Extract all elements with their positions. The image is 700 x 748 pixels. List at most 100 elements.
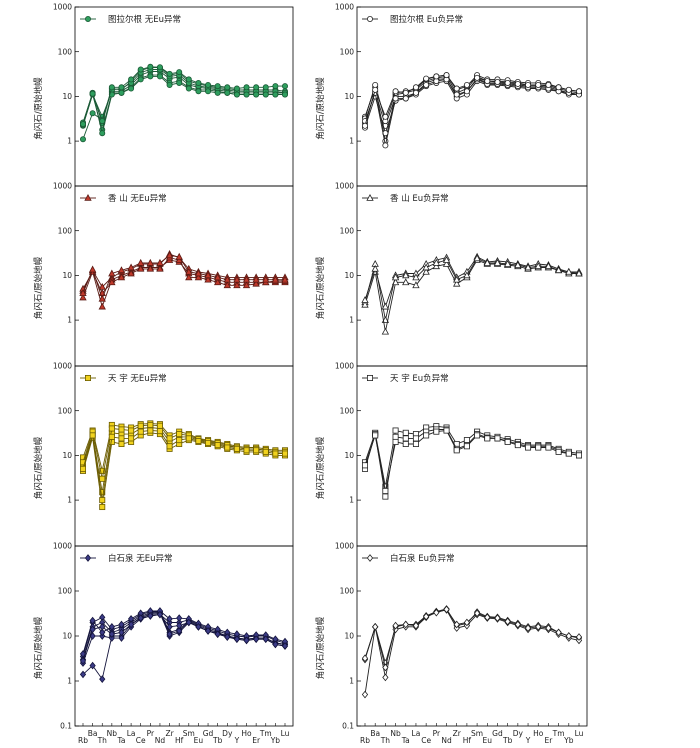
data-point — [147, 63, 154, 70]
legend-marker — [84, 554, 92, 562]
data-point — [127, 620, 135, 629]
series-line — [364, 75, 580, 142]
data-point — [176, 69, 183, 76]
panel-frame — [356, 6, 588, 187]
data-point — [525, 444, 532, 451]
data-point — [80, 465, 87, 472]
data-point — [137, 66, 144, 73]
data-point — [402, 620, 409, 629]
data-point — [127, 269, 135, 277]
data-point — [433, 73, 440, 80]
series-line — [82, 71, 285, 126]
data-point — [534, 262, 542, 270]
data-point — [484, 78, 491, 85]
data-point — [213, 278, 222, 286]
data-point — [262, 275, 270, 283]
data-point — [117, 266, 126, 274]
data-point — [176, 79, 183, 86]
y-axis-label: 角闪石/原始地幔 — [33, 436, 44, 499]
data-point — [165, 251, 174, 259]
data-point — [382, 673, 389, 682]
data-point — [166, 630, 173, 638]
y-tick-label: 1000 — [53, 542, 72, 551]
data-point — [98, 294, 106, 302]
data-point — [117, 273, 126, 281]
data-point — [185, 435, 192, 442]
data-point — [233, 85, 240, 92]
series-line — [364, 609, 580, 695]
data-point — [483, 258, 491, 266]
data-point — [146, 258, 155, 266]
series-line — [82, 422, 285, 472]
data-point — [80, 121, 87, 128]
data-point — [412, 84, 419, 91]
x-tick-label: Gd — [203, 729, 214, 738]
y-tick-label: 1 — [67, 496, 72, 505]
data-point — [473, 254, 481, 262]
data-point — [252, 275, 260, 283]
data-point — [118, 426, 125, 433]
data-point — [514, 620, 521, 629]
data-point — [233, 445, 240, 452]
data-point — [392, 433, 399, 440]
data-point — [108, 84, 115, 91]
data-point — [214, 83, 221, 90]
series-line — [82, 74, 285, 132]
data-point — [361, 462, 368, 469]
series-line — [364, 259, 579, 332]
data-point — [89, 625, 96, 634]
data-point — [214, 442, 221, 449]
y-axis-label: 角闪石/原始地幔 — [315, 77, 326, 140]
x-tick-label: Sm — [183, 729, 195, 738]
data-point — [545, 81, 552, 88]
data-point — [422, 267, 430, 275]
data-point — [195, 79, 202, 86]
legend-label: 香 山 无Eu异常 — [108, 193, 167, 204]
data-point — [503, 259, 512, 267]
y-tick-label: 1000 — [53, 3, 72, 12]
data-point — [146, 264, 155, 272]
series-line — [82, 611, 286, 660]
x-tick-label: Yb — [270, 736, 281, 745]
data-point — [176, 431, 183, 438]
x-tick-label: Pr — [147, 729, 155, 738]
y-tick-label: 100 — [58, 47, 73, 56]
y-tick-label: 0.1 — [342, 722, 354, 731]
data-point — [108, 634, 115, 642]
data-point — [565, 632, 572, 640]
data-point — [453, 279, 461, 287]
x-tick-label: Ba — [370, 729, 380, 738]
data-point — [185, 273, 193, 281]
data-point — [108, 425, 115, 432]
y-tick-label: 1000 — [53, 182, 72, 191]
y-tick-label: 10 — [62, 92, 72, 101]
y-tick-label: 1 — [67, 137, 72, 146]
series-line — [82, 259, 285, 309]
data-point — [372, 81, 379, 88]
data-point — [137, 264, 145, 272]
data-point — [576, 88, 583, 95]
x-tick-label: Y — [525, 736, 531, 745]
legend-marker — [85, 15, 92, 22]
data-point — [185, 618, 192, 627]
y-tick-label: 1000 — [335, 182, 354, 191]
data-point — [281, 642, 289, 650]
data-point — [79, 670, 87, 679]
series-line — [364, 256, 579, 321]
y-axis-label: 角闪石/原始地幔 — [315, 256, 326, 319]
data-point — [361, 654, 369, 663]
data-point — [99, 475, 106, 482]
data-point — [108, 630, 115, 638]
data-point — [463, 618, 471, 627]
data-point — [185, 76, 192, 83]
data-point — [156, 422, 163, 429]
data-point — [204, 275, 212, 283]
data-point — [176, 614, 183, 622]
data-point — [108, 433, 115, 440]
legend-marker — [366, 554, 374, 562]
series-line — [82, 257, 285, 295]
data-point — [412, 89, 419, 96]
chart-panel: 1 10 100 1000 角闪石/原始地幔 图拉尔根 Eu负异常 — [315, 3, 588, 187]
x-tick-label: Ce — [136, 736, 146, 745]
data-point — [402, 278, 410, 286]
